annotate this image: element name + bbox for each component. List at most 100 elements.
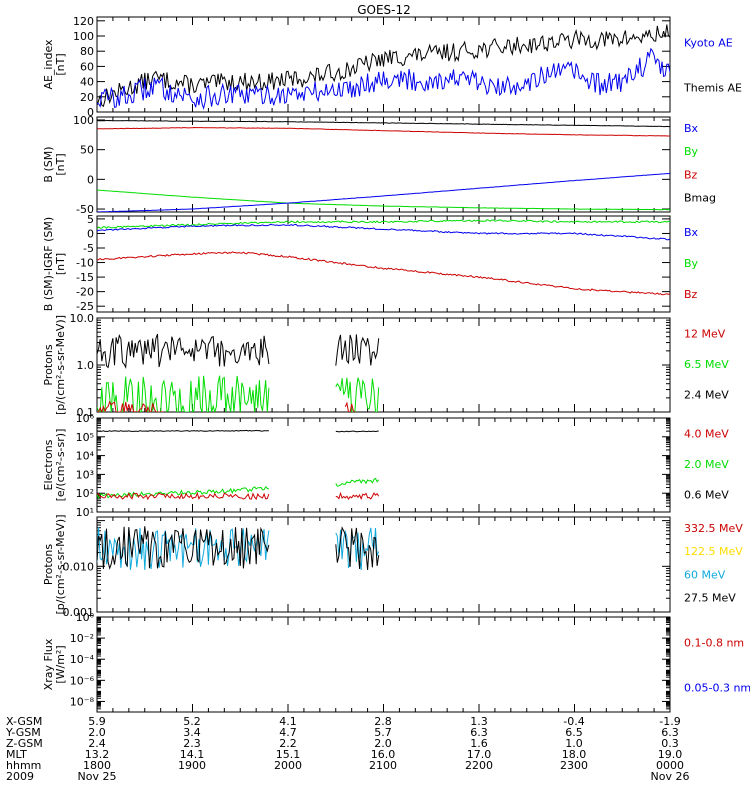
panel-ae: 0 20 40 60 80 100 120 AE_index [nT] Kyoto AE Themi… (42, 15, 742, 119)
ephemeris-value: 4.1 (279, 715, 297, 728)
y-axis-title: [p/(cm²-s-sr-MeV)] (54, 315, 67, 415)
y-tick-label: 1.0 (77, 359, 95, 372)
panel-protons_low: 0.1 1.0 10.0 Protons [p/(cm²-s-sr-MeV)] 12 Me… (42, 312, 729, 419)
ephemeris-row-label: Z-GSM (6, 737, 43, 750)
ephemeris-value: 5.7 (374, 726, 392, 739)
y-tick-label: 0.010 (63, 560, 95, 573)
series-themis-ae (97, 24, 670, 108)
ephemeris-value: 19.0 (658, 748, 683, 761)
ephemeris-value: 13.2 (85, 748, 110, 761)
ephemeris-value: 2000 (274, 759, 302, 772)
y-tick-label: 100 (73, 30, 94, 43)
legend-entry: Bz (684, 168, 698, 181)
y-tick-label: 100 (73, 114, 94, 127)
y-axis-title: [W/m²] (54, 645, 67, 683)
series-bmag (97, 119, 670, 128)
ephemeris-value: 18.0 (562, 748, 587, 761)
series-2-0-mev (97, 485, 270, 500)
series-6-5-mev (97, 375, 270, 412)
y-axis-title: B (SM)-IGRF (SM) (42, 217, 55, 311)
y-axis-title: [nT] (54, 53, 67, 75)
y-tick-label: 50 (80, 144, 94, 157)
ephemeris-value: 2200 (465, 759, 493, 772)
series-kyoto-ae (97, 47, 670, 110)
series-bx (97, 173, 670, 212)
ephemeris-value: 2100 (369, 759, 397, 772)
y-axis-title: Electrons (42, 439, 55, 490)
ephemeris-value: 2.3 (183, 737, 201, 750)
series-4-0-mev (97, 491, 270, 501)
ephemeris-row-label: hhmm (6, 759, 41, 772)
ephemeris-value: Nov 26 (651, 770, 690, 783)
y-axis-title: [nT] (54, 253, 67, 275)
legend-entry: Bx (684, 226, 699, 239)
ephemeris-value: 2.4 (88, 737, 106, 750)
ephemeris-value: 6.3 (661, 726, 679, 739)
y-tick-label: 80 (80, 45, 94, 58)
ephemeris-value: 15.1 (276, 748, 301, 761)
y-axis-title: [e/(cm²-s-sr)] (54, 429, 67, 502)
y-axis-title: [p/(cm²-s-sr-MeV)] (54, 515, 67, 615)
ephemeris-value: 1.0 (565, 737, 583, 750)
y-tick-label: 0 (87, 173, 94, 186)
legend-entry: 332.5 MeV (684, 522, 743, 535)
panel-frame (96, 616, 671, 713)
y-tick-label: -15 (76, 271, 94, 284)
y-tick-label: 10⁴ (76, 450, 95, 463)
legend-entry: 2.0 MeV (684, 458, 729, 471)
y-axis-title: Protons (42, 344, 55, 385)
ephemeris-value: 2300 (560, 759, 588, 772)
y-tick-label: 0 (87, 106, 94, 119)
ephemeris-value: 2.2 (279, 737, 297, 750)
y-tick-label: 0.001 (63, 606, 95, 619)
legend-entry: 0.6 MeV (684, 488, 729, 501)
series-6-5-mev (335, 377, 380, 412)
legend-entry: By (684, 257, 699, 270)
ephemeris-value: 17.0 (467, 748, 492, 761)
y-tick-label: 10⁻⁸ (70, 695, 95, 708)
legend-entry: Bz (684, 288, 698, 301)
y-tick-label: 10³ (76, 468, 94, 481)
legend-entry: Bx (684, 122, 699, 135)
ephemeris-value: 5.2 (183, 715, 201, 728)
y-tick-label: 10⁻⁶ (70, 674, 95, 687)
y-tick-label: 40 (80, 76, 94, 89)
legend-entry: Bmag (684, 192, 716, 205)
y-tick-label: 0 (87, 227, 94, 240)
series-bz (97, 126, 670, 137)
ephemeris-value: 1.6 (470, 737, 488, 750)
series-2-4-mev (97, 333, 270, 370)
y-tick-label: 0.1 (77, 406, 95, 419)
y-tick-label: -20 (76, 286, 94, 299)
y-axis-title: [nT] (54, 153, 67, 175)
series-0-6-mev (335, 430, 379, 433)
ephemeris-value: 6.5 (565, 726, 583, 739)
panel-frame (96, 215, 671, 313)
y-tick-label: 20 (80, 91, 94, 104)
legend-entry: Kyoto AE (684, 36, 733, 49)
ephemeris-row-label: MLT (6, 748, 27, 761)
series-4-0-mev (335, 491, 380, 501)
series-bx (97, 223, 670, 241)
series-27-5-mev (97, 526, 270, 570)
ephemeris-value: 6.3 (470, 726, 488, 739)
ephemeris-value: 16.0 (371, 748, 396, 761)
y-tick-label: -50 (76, 203, 94, 216)
legend-entry: Themis AE (683, 82, 742, 95)
y-tick-label: 10⁻² (70, 632, 94, 645)
ephemeris-value: 2.0 (374, 737, 392, 750)
y-tick-label: 10⁻⁴ (70, 653, 95, 666)
ephemeris-value: 3.4 (183, 726, 201, 739)
ephemeris-value: 4.7 (279, 726, 297, 739)
series-60-mev (335, 527, 380, 571)
ephemeris-value: 2.8 (374, 715, 392, 728)
y-tick-label: 10⁰ (76, 611, 95, 624)
y-tick-label: 120 (73, 15, 94, 28)
series-bz (97, 251, 670, 296)
y-tick-label: 60 (80, 60, 94, 73)
legend-entry: 0.05-0.3 nm (684, 682, 750, 695)
legend-entry: 60 MeV (684, 568, 726, 581)
ephemeris-value: -0.4 (563, 715, 584, 728)
y-tick-label: 10⁵ (76, 431, 94, 444)
y-tick-label: -25 (76, 300, 94, 313)
